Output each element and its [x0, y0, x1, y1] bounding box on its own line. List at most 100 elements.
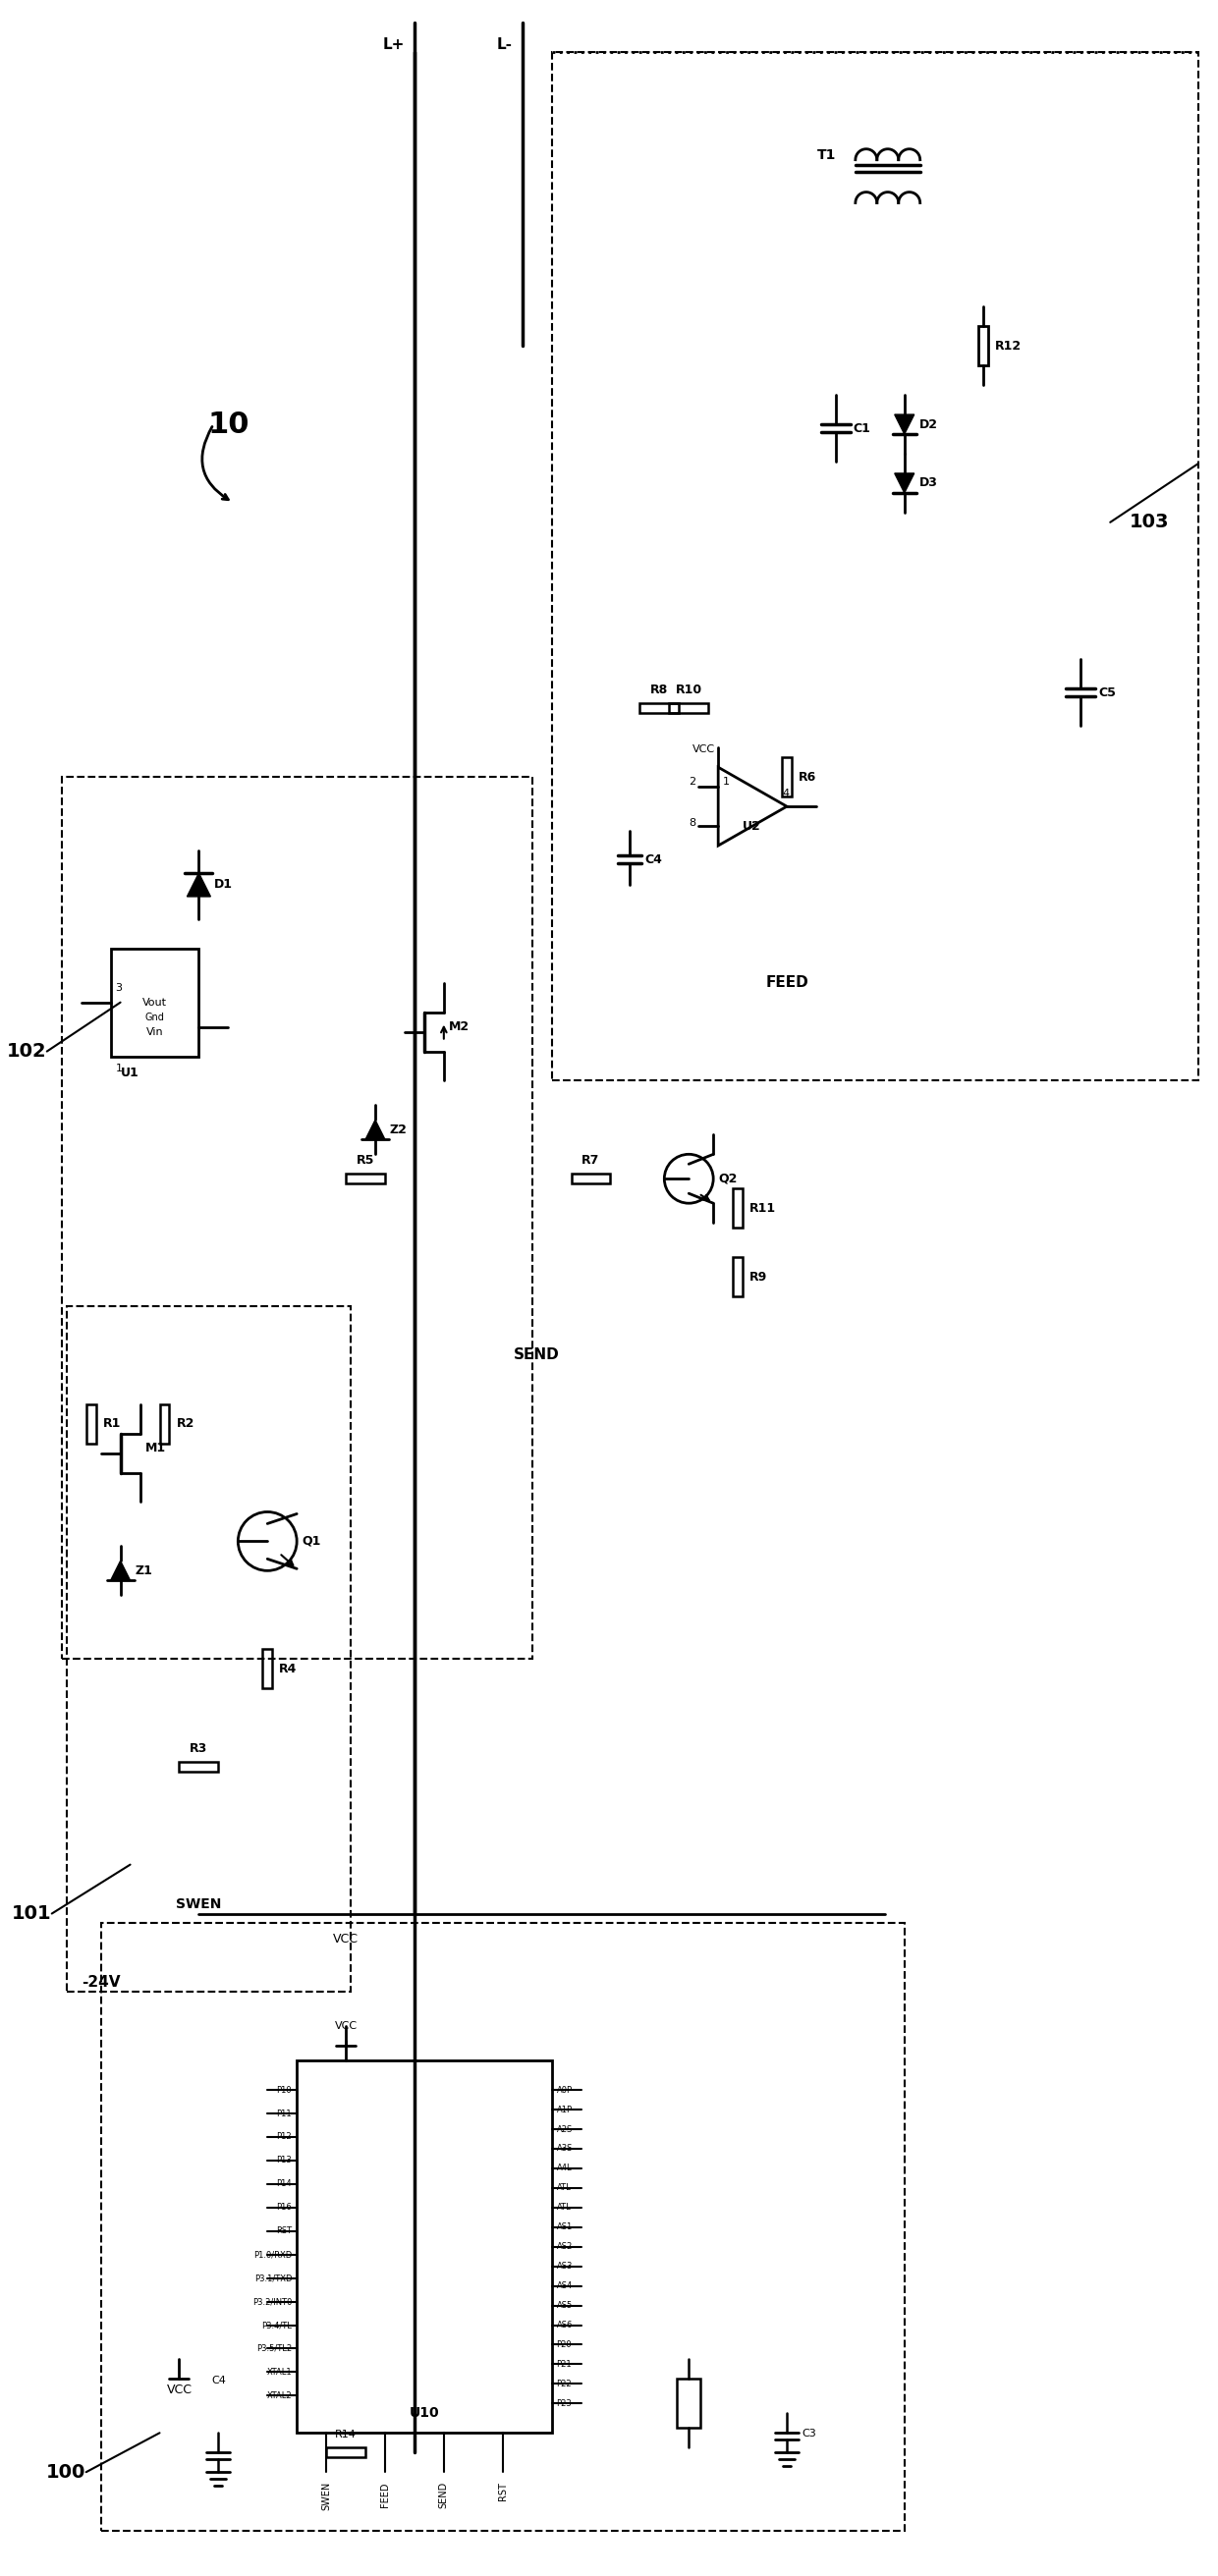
Text: P3.2/INT0: P3.2/INT0 [252, 2298, 292, 2306]
Text: C5: C5 [1099, 685, 1116, 698]
Polygon shape [111, 1561, 130, 1582]
Text: R2: R2 [177, 1417, 195, 1430]
Text: R14: R14 [335, 2429, 357, 2439]
Text: A0P: A0P [557, 2087, 572, 2094]
Text: Vin: Vin [146, 1028, 163, 1036]
Polygon shape [365, 1121, 385, 1139]
Text: P21: P21 [557, 2360, 572, 2370]
Bar [297, 2061, 552, 2432]
Text: D3: D3 [920, 477, 938, 489]
Text: 100: 100 [46, 2463, 86, 2481]
Text: A1P: A1P [557, 2105, 572, 2115]
Text: R6: R6 [799, 770, 816, 783]
Polygon shape [188, 873, 211, 896]
Text: U10: U10 [409, 2406, 440, 2421]
Text: SWEN: SWEN [322, 2481, 331, 2512]
Text: R8: R8 [650, 683, 669, 696]
Text: P23: P23 [557, 2398, 572, 2409]
Text: D1: D1 [213, 878, 233, 891]
Text: R10: R10 [676, 683, 702, 696]
Bar [179, 1762, 218, 1772]
Text: C3: C3 [801, 2429, 816, 2439]
Bar [111, 948, 199, 1056]
Bar [86, 1404, 96, 1443]
Text: R11: R11 [749, 1203, 776, 1213]
Text: R5: R5 [357, 1154, 374, 1167]
Bar [67, 1306, 351, 1991]
Bar [733, 1257, 743, 1296]
Text: 1: 1 [116, 1064, 122, 1074]
Text: P16: P16 [276, 2202, 292, 2213]
Text: XTAL1: XTAL1 [267, 2367, 292, 2378]
Text: C4: C4 [644, 853, 663, 866]
Text: FEED: FEED [765, 976, 809, 989]
Text: SEND: SEND [514, 1347, 560, 1363]
Bar [669, 703, 709, 714]
Text: SWEN: SWEN [177, 1896, 222, 1911]
Text: R9: R9 [749, 1270, 767, 1283]
Text: RST: RST [276, 2226, 292, 2236]
Text: 10: 10 [207, 410, 250, 438]
Text: A3S: A3S [557, 2143, 572, 2154]
Text: 8: 8 [689, 819, 695, 827]
Polygon shape [894, 415, 915, 435]
Text: R7: R7 [582, 1154, 599, 1167]
Text: P22: P22 [557, 2380, 572, 2388]
Text: AS3: AS3 [557, 2262, 572, 2272]
Text: Gnd: Gnd [145, 1012, 164, 1023]
Text: Q2: Q2 [719, 1172, 737, 1185]
Text: P12: P12 [276, 2133, 292, 2141]
Text: P10: P10 [276, 2087, 292, 2094]
Text: M1: M1 [145, 1443, 166, 1455]
Text: P13: P13 [276, 2156, 292, 2164]
Text: VCC: VCC [692, 744, 715, 755]
Text: 102: 102 [7, 1043, 48, 1061]
Text: C1: C1 [854, 422, 871, 435]
Text: Vout: Vout [143, 997, 167, 1007]
Bar [552, 52, 1199, 1082]
Text: A4L: A4L [557, 2164, 572, 2172]
Bar [978, 327, 988, 366]
Text: P20: P20 [557, 2342, 572, 2349]
Text: P1.0/RXD: P1.0/RXD [253, 2251, 292, 2259]
Text: P3.5/TL2: P3.5/TL2 [257, 2344, 292, 2352]
Text: Z2: Z2 [390, 1123, 408, 1136]
Text: U1: U1 [121, 1066, 139, 1079]
Text: AS6: AS6 [557, 2321, 572, 2329]
Bar [160, 1404, 169, 1443]
Text: U2: U2 [743, 819, 761, 832]
Bar [733, 1188, 743, 1229]
Text: 2: 2 [689, 778, 695, 786]
Text: P14: P14 [276, 2179, 292, 2190]
Bar [571, 1175, 610, 1182]
Text: FEED: FEED [380, 2481, 390, 2506]
Text: C4: C4 [211, 2375, 225, 2385]
Text: -24V: -24V [82, 1976, 121, 1989]
Text: R4: R4 [279, 1662, 297, 1674]
Text: VCC: VCC [335, 2022, 357, 2032]
Text: AS4: AS4 [557, 2282, 572, 2290]
Text: P3.4/TL: P3.4/TL [262, 2321, 292, 2329]
Text: Z1: Z1 [135, 1564, 152, 1577]
Bar [346, 1175, 385, 1182]
Text: 1: 1 [723, 778, 730, 786]
Text: P11: P11 [276, 2110, 292, 2117]
Bar [326, 2447, 365, 2458]
Text: P3.1/TXD: P3.1/TXD [255, 2275, 292, 2282]
Text: VCC: VCC [333, 1932, 358, 1945]
Bar [62, 778, 532, 1659]
Text: 4: 4 [782, 788, 789, 799]
Text: RST: RST [498, 2481, 508, 2501]
Bar [677, 2380, 700, 2429]
Bar [639, 703, 678, 714]
Text: ATL: ATL [557, 2184, 571, 2192]
Text: AS2: AS2 [557, 2241, 572, 2251]
Text: 103: 103 [1130, 513, 1169, 531]
Text: D2: D2 [920, 417, 938, 430]
Text: L-: L- [497, 36, 513, 52]
Text: 101: 101 [12, 1904, 52, 1922]
Bar [263, 1649, 273, 1687]
Bar [101, 1924, 905, 2530]
Text: AS1: AS1 [557, 2223, 572, 2231]
Polygon shape [894, 474, 915, 492]
